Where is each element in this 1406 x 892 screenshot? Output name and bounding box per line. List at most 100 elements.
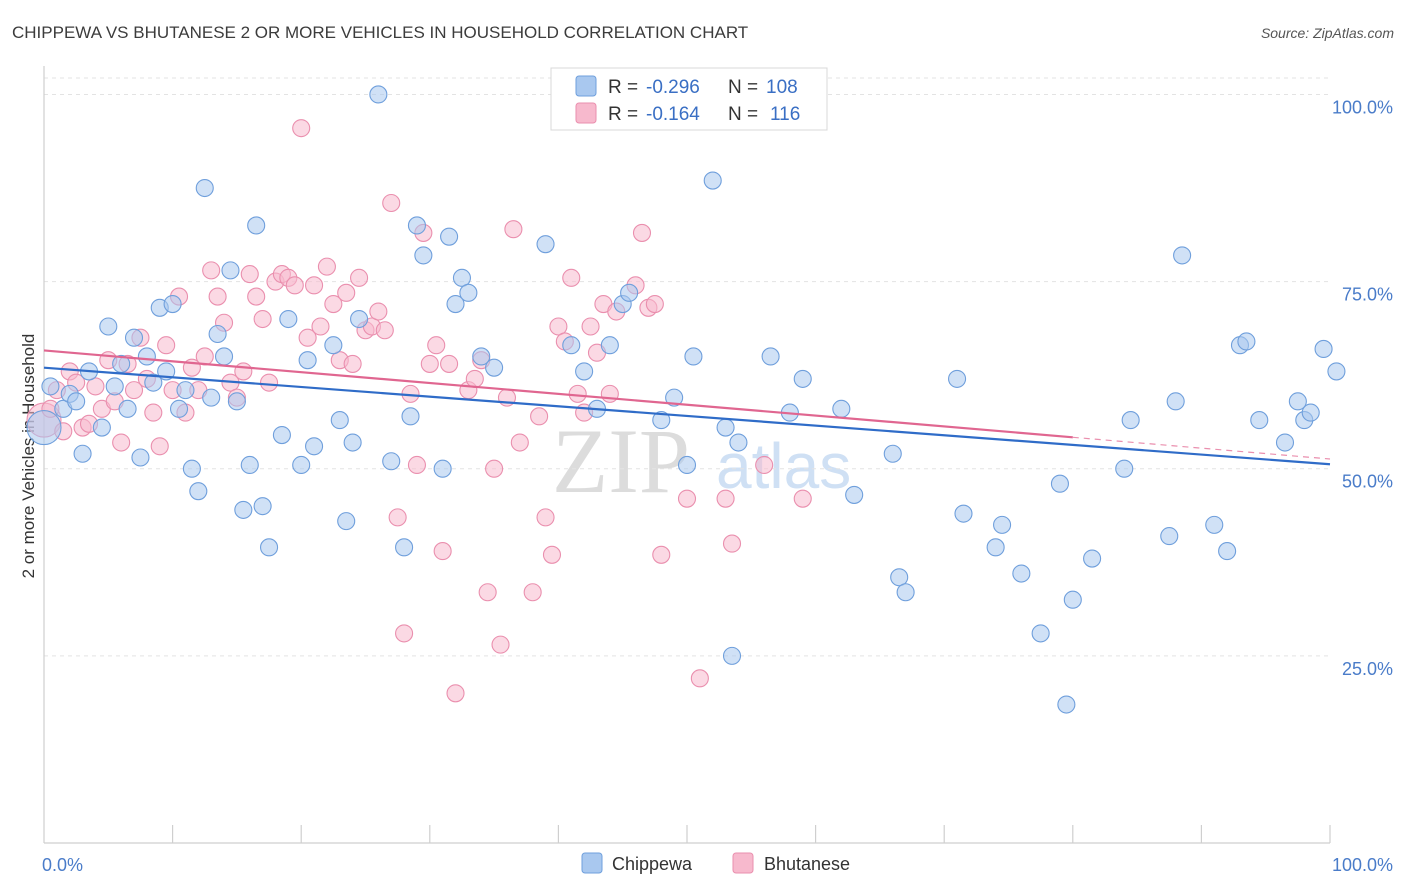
chippewa-point-34 <box>272 425 291 445</box>
chart-title: CHIPPEWA VS BHUTANESE 2 OR MORE VEHICLES… <box>12 23 748 42</box>
bhutanese-point-42 <box>305 276 324 295</box>
bhutanese-point-45 <box>324 294 343 314</box>
chippewa-point-64 <box>652 411 671 430</box>
chippewa-point-29 <box>234 500 253 519</box>
chippewa-point-12 <box>124 328 144 347</box>
chippewa-point-18 <box>163 294 182 314</box>
chippewa-point-84 <box>1012 564 1031 583</box>
legend-r-label-bhutanese: R = <box>608 104 638 125</box>
x-tick-label-1: 100.0% <box>1332 855 1393 875</box>
chippewa-point-59 <box>575 362 594 381</box>
chippewa-point-43 <box>350 309 369 329</box>
chippewa-point-93 <box>1166 392 1185 411</box>
chippewa-point-39 <box>324 336 343 355</box>
chippewa-point-99 <box>1250 411 1269 430</box>
chippewa-point-94 <box>1173 246 1192 265</box>
chippewa-point-27 <box>221 261 240 280</box>
bhutanese-point-44 <box>317 257 336 276</box>
chippewa-point-46 <box>395 538 414 557</box>
chippewa-point-103 <box>1301 403 1320 422</box>
bhutanese-point-8 <box>86 377 105 396</box>
chippewa-point-55 <box>472 347 491 366</box>
chippewa-point-56 <box>485 358 504 377</box>
chippewa-point-28 <box>227 392 246 411</box>
bhutanese-point-60 <box>420 354 439 373</box>
bhutanese-point-52 <box>369 302 388 321</box>
chippewa-point-42 <box>343 433 362 452</box>
bhutanese-point-12 <box>112 433 131 452</box>
y-tick-label-1: 50.0% <box>1342 472 1393 492</box>
bhutanese-point-58 <box>407 455 426 475</box>
chippewa-point-33 <box>259 538 279 557</box>
chippewa-point-98 <box>1237 332 1256 351</box>
bhutanese-point-75 <box>530 407 549 426</box>
chippewa-point-15 <box>144 373 163 392</box>
chippewa-point-31 <box>247 216 266 235</box>
chippewa-point-89 <box>1083 549 1102 568</box>
chippewa-point-53 <box>452 268 472 287</box>
chippewa-point-23 <box>195 178 214 198</box>
trend-lines <box>43 349 1331 466</box>
chippewa-point-19 <box>169 399 189 418</box>
y-axis-label: 2 or more Vehicles in Household <box>19 334 38 579</box>
bhutanese-point-89 <box>632 223 652 242</box>
bhutanese-point-96 <box>722 534 742 553</box>
bhutanese-point-25 <box>195 347 214 366</box>
chippewa-point-81 <box>954 504 973 523</box>
legend-n-label-bhutanese: N = <box>728 104 758 125</box>
watermark-zip: ZIP <box>552 410 690 512</box>
bhutanese-point-54 <box>382 193 401 213</box>
bhutanese-point-39 <box>285 276 304 295</box>
series-chippewa <box>26 85 1346 714</box>
chippewa-point-13 <box>131 448 150 467</box>
bhutanese-point-40 <box>292 119 311 138</box>
bhutanese-point-63 <box>440 354 459 373</box>
bhutanese-point-93 <box>677 489 697 508</box>
bottom-legend-label-bhutanese: Bhutanese <box>764 854 850 874</box>
bhutanese-point-61 <box>427 336 446 355</box>
bhutanese-point-97 <box>755 455 774 475</box>
legend-n-value-bhutanese: 116 <box>770 104 800 125</box>
chippewa-point-105 <box>1327 362 1346 381</box>
chippewa-point-0 <box>26 410 62 446</box>
y-tick-label-2: 75.0% <box>1342 285 1393 305</box>
chippewa-point-40 <box>330 411 349 430</box>
bhutanese-point-98 <box>793 489 812 508</box>
bhutanese-point-69 <box>485 459 504 478</box>
chippewa-point-66 <box>677 455 697 475</box>
chippewa-point-26 <box>214 347 234 366</box>
chippewa-point-35 <box>279 309 298 329</box>
bhutanese-point-49 <box>350 268 369 287</box>
chippewa-point-24 <box>202 388 221 407</box>
bhutanese-point-68 <box>478 583 497 602</box>
chippewa-point-25 <box>208 324 227 344</box>
bhutanese-point-92 <box>652 545 671 564</box>
chippewa-point-92 <box>1160 527 1179 546</box>
chippewa-point-85 <box>1031 624 1050 643</box>
chippewa-point-71 <box>729 433 748 452</box>
chippewa-point-57 <box>536 235 555 254</box>
bhutanese-point-78 <box>549 317 568 336</box>
chippewa-point-7 <box>92 418 111 437</box>
legend-swatch-bhutanese <box>575 102 597 124</box>
chippewa-point-90 <box>1115 459 1134 478</box>
x-tick-label-0: 0.0% <box>42 855 83 875</box>
bhutanese-point-73 <box>510 433 529 452</box>
chippewa-point-9 <box>105 377 124 396</box>
chippewa-point-41 <box>337 512 356 531</box>
legend-box <box>550 67 828 131</box>
chippewa-point-83 <box>993 515 1012 534</box>
chippewa-point-63 <box>620 283 639 302</box>
bhutanese-point-91 <box>645 294 664 314</box>
bhutanese-point-86 <box>600 384 619 403</box>
chippewa-point-44 <box>369 85 388 104</box>
chippewa-point-72 <box>761 347 780 366</box>
bhutanese-point-19 <box>157 336 176 355</box>
chippewa-point-58 <box>562 336 581 355</box>
chippewa-point-8 <box>99 317 118 336</box>
bhutanese-point-32 <box>240 265 259 284</box>
chippewa-point-11 <box>118 399 137 418</box>
trend-line-chippewa <box>43 366 1331 466</box>
chippewa-point-100 <box>1275 433 1295 452</box>
